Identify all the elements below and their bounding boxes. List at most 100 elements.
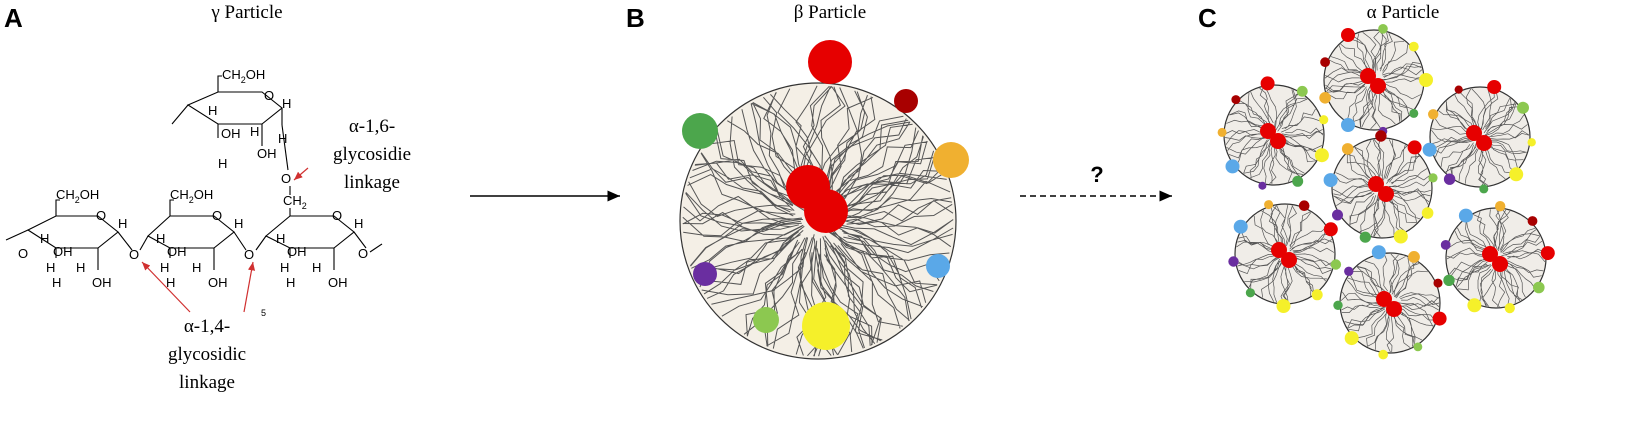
orange-dot — [933, 142, 969, 178]
blue-dot — [926, 254, 950, 278]
h-label: H — [218, 156, 227, 171]
surface-dot — [1421, 207, 1434, 219]
linkage-14-line2: glycosidic — [168, 344, 246, 365]
surface-dot — [1319, 92, 1331, 104]
h-label: H — [40, 231, 49, 246]
h-label: H — [234, 216, 243, 231]
red-core-dot — [1376, 291, 1392, 307]
surface-dot — [1217, 127, 1227, 137]
linkage-14-line1: α-1,4- — [184, 316, 230, 337]
surface-dot — [1341, 28, 1355, 42]
surface-dot — [1422, 142, 1437, 157]
surface-dot — [1332, 209, 1343, 221]
oh-label: OH — [287, 244, 307, 259]
panel-title-b: β Particle — [794, 2, 866, 23]
surface-dot — [1296, 85, 1308, 97]
pointer-arrow-14b — [243, 261, 256, 313]
surface-dot — [1443, 274, 1455, 286]
red-core-dot — [1370, 78, 1386, 94]
oh-label: OH — [167, 244, 187, 259]
panel-letter-b: B — [626, 3, 645, 33]
surface-dot — [1378, 24, 1388, 34]
h-label: H — [280, 260, 289, 275]
oh-label: OH — [328, 275, 348, 290]
surface-dot — [1440, 240, 1451, 250]
red-core-dot — [1281, 252, 1297, 268]
h-label: H — [312, 260, 321, 275]
linkage-label-14: α-1,4- glycosidic linkage — [168, 316, 246, 393]
red-dot — [808, 40, 852, 84]
h-label: H — [276, 231, 285, 246]
surface-dot — [1413, 342, 1423, 352]
surface-dot — [1245, 288, 1255, 298]
light-green-dot — [753, 307, 779, 333]
ring-oxygen: O — [212, 208, 222, 223]
h-label: H — [192, 260, 201, 275]
panel-title-c: α Particle — [1367, 2, 1440, 23]
surface-dot — [1407, 140, 1422, 155]
ring-oxygen: O — [264, 88, 274, 103]
glucose-ring-3: O H OH H H OH H H O — [265, 208, 383, 290]
oh-label: OH — [221, 126, 241, 141]
h-label: H — [286, 275, 295, 290]
surface-dot — [1428, 173, 1438, 183]
ch2oh-label: CH2OH — [222, 67, 265, 85]
pointer-arrow-14a — [141, 261, 191, 313]
surface-dot — [1311, 289, 1323, 301]
stray-mark: 5 — [261, 308, 266, 318]
surface-dot — [1292, 175, 1304, 187]
ring-oxygen: O — [18, 246, 28, 261]
linkage-pointers — [141, 167, 309, 313]
surface-dot — [1260, 76, 1275, 91]
surface-dot — [1504, 303, 1515, 314]
surface-dot — [1231, 95, 1241, 105]
surface-dot — [1319, 115, 1329, 125]
surface-dot — [1330, 259, 1342, 270]
h-label: H — [166, 275, 175, 290]
h-label: H — [46, 260, 55, 275]
surface-dot — [1341, 143, 1354, 155]
surface-dot — [1419, 73, 1433, 87]
surface-dot — [1276, 299, 1291, 313]
panel-letter-c: C — [1198, 3, 1217, 33]
red-core-dot — [1360, 68, 1376, 84]
surface-dot — [1258, 181, 1267, 190]
oh-label: OH — [208, 275, 228, 290]
red-core-dot — [1476, 135, 1492, 151]
surface-dot — [1540, 246, 1555, 261]
surface-dot — [1428, 109, 1439, 120]
surface-dot — [1479, 184, 1489, 194]
ch2oh-label: CH2OH — [170, 187, 213, 205]
ring-oxygen: O — [358, 246, 368, 261]
glycosidic-oxygen: O — [281, 171, 291, 186]
surface-dot — [1432, 311, 1447, 326]
purple-dot — [693, 262, 717, 286]
h-label: H — [156, 231, 165, 246]
surface-dot — [1527, 216, 1538, 226]
beta-particle — [679, 40, 969, 360]
surface-dot — [1228, 256, 1239, 267]
surface-dot — [1323, 222, 1338, 237]
linkage-label-16: α-1,6- glycosidie linkage — [333, 116, 411, 193]
linkage-14-line3: linkage — [179, 372, 235, 393]
surface-dot — [1527, 138, 1536, 147]
surface-dot — [1495, 201, 1506, 212]
glycosidic-oxygen: O — [244, 247, 254, 262]
surface-dot — [1298, 200, 1310, 211]
red-core-dot — [1482, 246, 1498, 262]
ring-oxygen: O — [332, 208, 342, 223]
surface-dot — [1333, 300, 1343, 310]
oh-label: OH — [53, 244, 73, 259]
pointer-arrow-16 — [293, 167, 309, 181]
oh-label: OH — [257, 146, 277, 161]
glucose-ring-top: O CH2OH H OH H H OH H H O CH2 — [171, 67, 307, 211]
surface-dot — [1371, 245, 1386, 260]
surface-dot — [1225, 159, 1240, 174]
surface-dot — [1454, 85, 1463, 94]
linkage-16-line1: α-1,6- — [349, 116, 395, 137]
h-label: H — [278, 131, 287, 146]
surface-dot — [1393, 229, 1408, 244]
glycogen-structure: O CH2OH H OH H H OH H H O CH2 O CH2OH — [5, 67, 383, 318]
surface-dot — [1408, 251, 1420, 263]
red-core-dot — [1271, 242, 1287, 258]
